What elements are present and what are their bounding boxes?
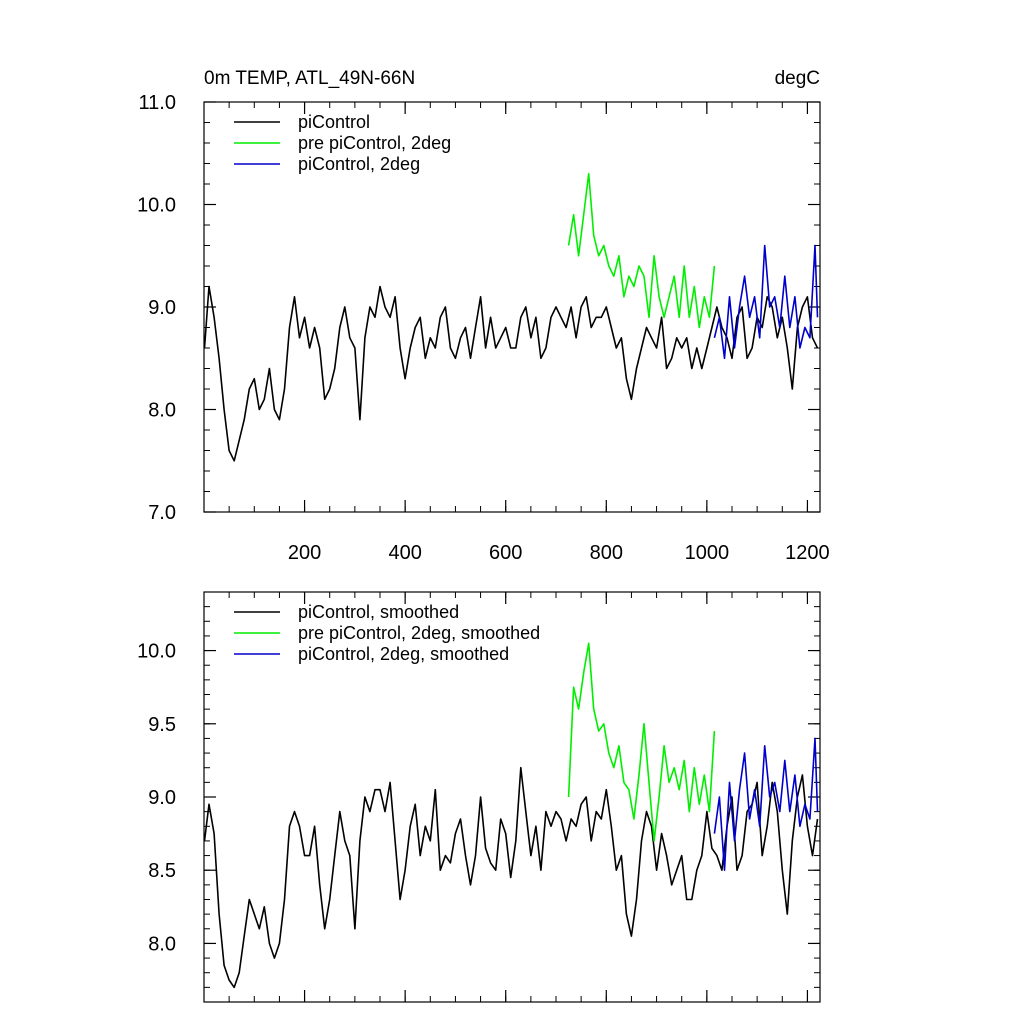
y-tick-label: 9.5 bbox=[148, 714, 176, 736]
x-tick-label: 400 bbox=[388, 542, 421, 564]
y-tick-label: 9.0 bbox=[148, 297, 176, 319]
x-tick-label: 200 bbox=[288, 542, 321, 564]
y-tick-label: 9.0 bbox=[148, 787, 176, 809]
y-tick-label: 8.0 bbox=[148, 400, 176, 422]
y-tick-label: 8.0 bbox=[148, 933, 176, 955]
green-series-line bbox=[567, 642, 716, 842]
green-series-line bbox=[567, 172, 716, 329]
units-label: degC bbox=[775, 68, 820, 89]
y-tick-label: 10.0 bbox=[137, 195, 176, 217]
x-tick-label: 1000 bbox=[685, 542, 730, 564]
legend-label: piControl, 2deg, smoothed bbox=[298, 644, 509, 664]
legend-label: pre piControl, 2deg bbox=[298, 133, 451, 153]
legend-label: piControl, 2deg bbox=[298, 154, 420, 174]
y-tick-label: 8.5 bbox=[148, 860, 176, 882]
black-series-line bbox=[203, 766, 819, 989]
x-tick-label: 600 bbox=[489, 542, 522, 564]
x-tick-label: 800 bbox=[590, 542, 623, 564]
plot-frame bbox=[203, 591, 821, 1003]
legend-label: pre piControl, 2deg, smoothed bbox=[298, 623, 540, 643]
chart-title: 0m TEMP, ATL_49N-66N bbox=[204, 68, 415, 89]
blue-series-line bbox=[713, 737, 819, 872]
y-tick-label: 7.0 bbox=[148, 502, 176, 524]
y-tick-label: 11.0 bbox=[139, 92, 176, 114]
legend-label: piControl bbox=[298, 112, 370, 132]
y-tick-label: 10.0 bbox=[137, 641, 176, 663]
black-series-line bbox=[203, 285, 819, 462]
x-tick-label: 1200 bbox=[785, 542, 830, 564]
blue-series-line bbox=[713, 244, 819, 360]
legend-label: piControl, smoothed bbox=[298, 602, 459, 622]
top-panel: 7.0 8.0 9.0 10.0 11.0 200 400 600 800 1000 1200 piC… bbox=[137, 92, 830, 564]
